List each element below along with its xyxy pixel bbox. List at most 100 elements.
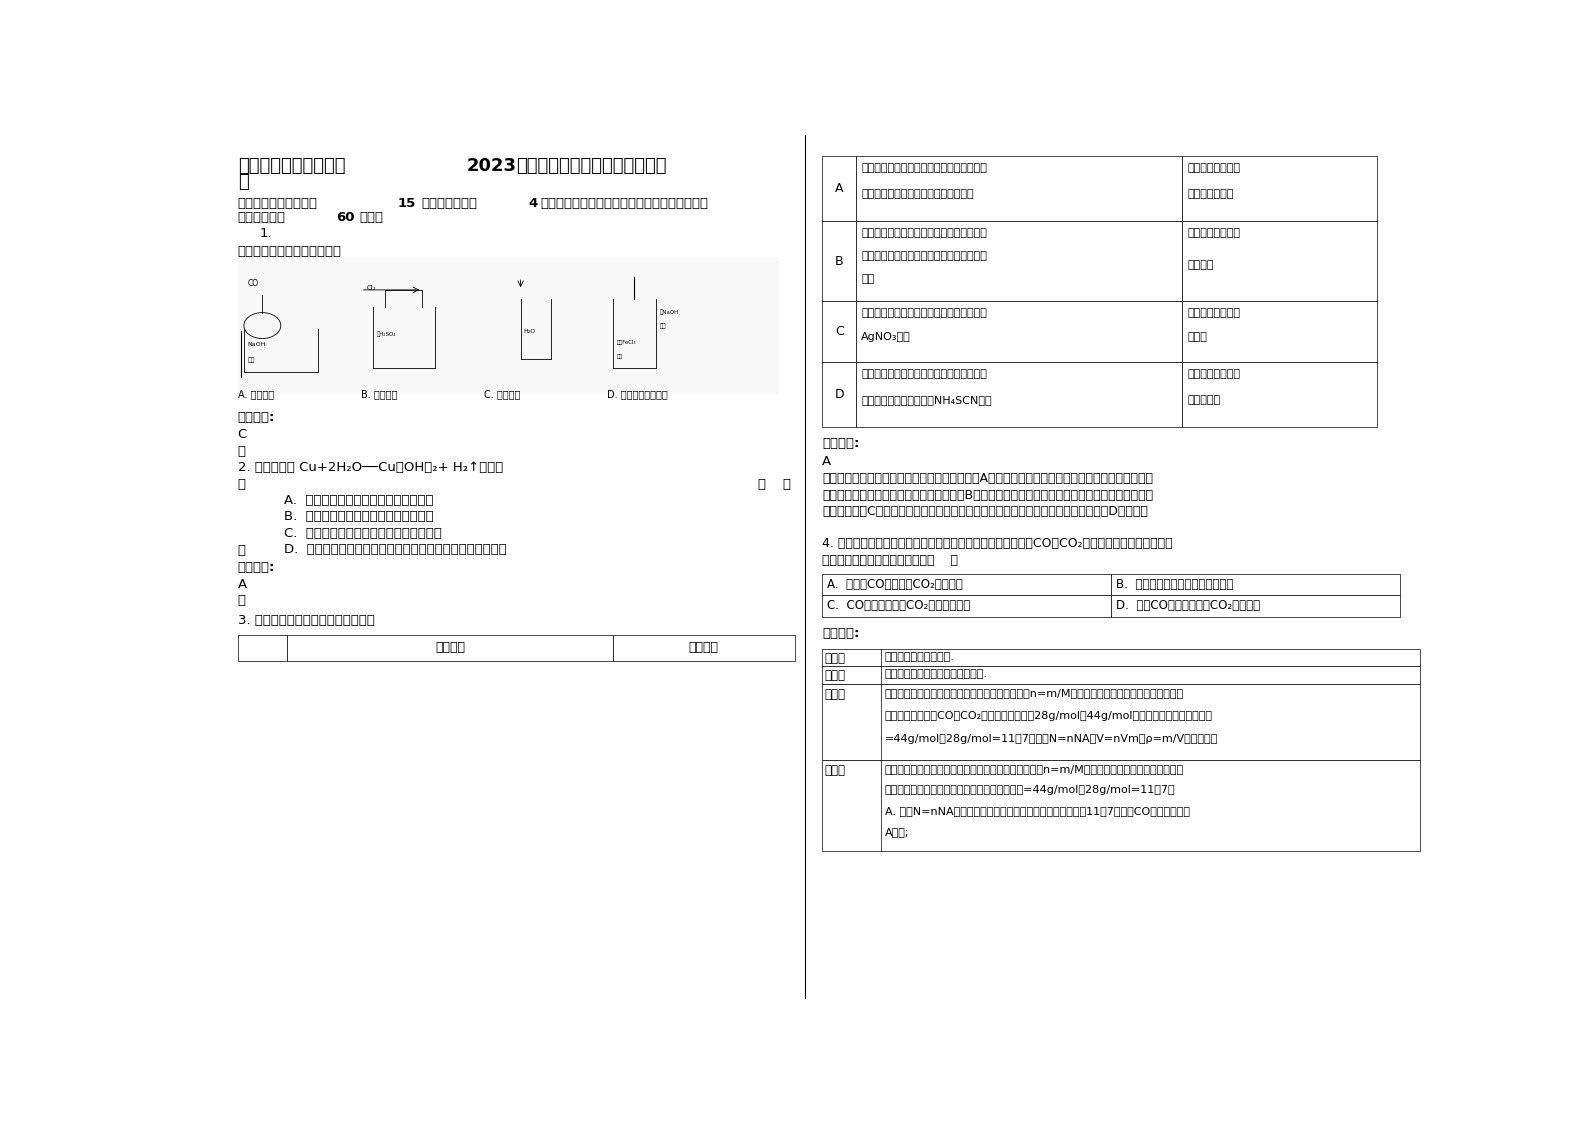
Bar (822, 595, 1111, 617)
Text: A. 根据N=nNA知，二者的分子数之比等于其物质的量之比为11：7，所以CO分子数多，故: A. 根据N=nNA知，二者的分子数之比等于其物质的量之比为11：7，所以CO分… (884, 806, 1190, 816)
Text: 溶液: 溶液 (248, 357, 256, 362)
Text: 摩尔质量的反比，CO、CO₂的摩尔质量分别是28g/mol、44g/mol，所以二者的物质的量之比: 摩尔质量的反比，CO、CO₂的摩尔质量分别是28g/mol、44g/mol，所以… (884, 710, 1212, 720)
Bar (822, 684, 1420, 760)
Text: 参考答案:: 参考答案: (822, 436, 859, 450)
Text: Cl₂: Cl₂ (367, 285, 376, 291)
Text: B.  用铜片作阴、阳极，电解氯化铜溶液: B. 用铜片作阴、阳极，电解氯化铜溶液 (284, 511, 435, 524)
Text: 题目要求，共: 题目要求，共 (238, 211, 286, 223)
Text: D. 制备氢氧化铁胶体: D. 制备氢氧化铁胶体 (606, 389, 668, 399)
Text: 个小题，每小题: 个小题，每小题 (421, 196, 478, 210)
Text: 分。）: 分。） (360, 211, 384, 223)
Bar (1111, 573, 1400, 595)
Text: 元素的价态: 元素的价态 (1187, 395, 1220, 405)
Text: 石蜡为烃类，催化裂化产物会有不饱和烃生成，A项正确。溴乙烷在氢氧化钠水溶液中加热为取代，: 石蜡为烃类，催化裂化产物会有不饱和烃生成，A项正确。溴乙烷在氢氧化钠水溶液中加热… (822, 472, 1152, 486)
Text: CO: CO (248, 279, 259, 288)
Text: 验证石蜡催化裂化: 验证石蜡催化裂化 (1187, 163, 1239, 173)
Text: 将一定量铁粉完全溶解在硝酸溶液中，先向: 将一定量铁粉完全溶解在硝酸溶液中，先向 (862, 369, 987, 379)
Text: 参考答案:: 参考答案: (238, 561, 275, 573)
Text: AgNO₃溶液: AgNO₃溶液 (862, 332, 911, 342)
Text: 相关实验: 相关实验 (435, 642, 465, 654)
Bar (857, 156, 1182, 221)
Text: 验证溴乙烷发生消: 验证溴乙烷发生消 (1187, 228, 1239, 238)
Bar (822, 362, 857, 426)
Text: A. 喷泉实验: A. 喷泉实验 (238, 389, 275, 399)
Text: 向盛有少量溴乙烷的试管中，先加入氢氧化: 向盛有少量溴乙烷的试管中，先加入氢氧化 (862, 228, 987, 238)
Text: 且产物检验需先加硝酸酸化后再加硝酸银，B项错误。苯与溴的取代反应在铁做催化剂时需与液溴反: 且产物检验需先加硝酸酸化后再加硝酸银，B项错误。苯与溴的取代反应在铁做催化剂时需… (822, 489, 1154, 502)
Text: 2. 能够使反应 Cu+2H₂O──Cu（OH）₂+ H₂↑发生的: 2. 能够使反应 Cu+2H₂O──Cu（OH）₂+ H₂↑发生的 (238, 461, 503, 475)
Bar (1182, 362, 1376, 426)
Text: 强均相同，则下列说法正确的是（    ）: 强均相同，则下列说法正确的是（ ） (822, 553, 959, 567)
Text: 专题：: 专题： (824, 670, 846, 682)
Bar (822, 156, 857, 221)
Text: 3. 下列相关实验能达到预期目的的是: 3. 下列相关实验能达到预期目的的是 (238, 614, 375, 627)
Text: 将苯和溴水混合，再加入铁粉，将产物通入: 将苯和溴水混合，再加入铁粉，将产物通入 (862, 309, 987, 319)
Text: 温度、压强相同条件下，气体摩尔体积相等，根据n=m/M知，相同质量时其物质的量之比等于其: 温度、压强相同条件下，气体摩尔体积相等，根据n=m/M知，相同质量时其物质的量之… (884, 688, 1184, 698)
Text: B: B (835, 255, 843, 268)
Text: 代反应: 代反应 (1187, 332, 1208, 342)
Text: 是: 是 (238, 478, 246, 490)
Text: A.  用铜片作阴、阳极，电解硫酸钾溶液: A. 用铜片作阴、阳极，电解硫酸钾溶液 (284, 494, 433, 507)
Text: B.  甲容器的体积比乙容器的体积小: B. 甲容器的体积比乙容器的体积小 (1116, 578, 1233, 591)
Bar (287, 635, 613, 661)
Text: 辽宁省锦州市逸夫中学: 辽宁省锦州市逸夫中学 (238, 157, 346, 175)
Bar (1182, 156, 1376, 221)
Text: 解答：: 解答： (824, 764, 846, 776)
Text: 析: 析 (238, 173, 249, 191)
Bar (238, 635, 287, 661)
Bar (857, 362, 1182, 426)
Bar (822, 573, 1111, 595)
Text: 浓NaOH: 浓NaOH (660, 310, 679, 315)
Text: 15: 15 (398, 196, 416, 210)
Text: C.  CO的摩尔体积比CO₂的摩尔体积小: C. CO的摩尔体积比CO₂的摩尔体积小 (827, 599, 970, 613)
Text: 2023: 2023 (467, 157, 516, 175)
Bar (857, 302, 1182, 362)
Text: 60: 60 (336, 211, 354, 223)
Text: 阿伏加德罗常数和阿伏加德罗定律.: 阿伏加德罗常数和阿伏加德罗定律. (884, 670, 987, 680)
Bar (822, 221, 857, 302)
Text: 考点：: 考点： (824, 652, 846, 665)
Text: =44g/mol：28g/mol=11：7，根据N=nNA、V=nVm、ρ=m/V进行判断。: =44g/mol：28g/mol=11：7，根据N=nNA、V=nVm、ρ=m/… (884, 734, 1217, 744)
Text: C: C (835, 325, 844, 338)
Text: 略: 略 (238, 595, 246, 607)
Text: 分。在每小题给出的四个选项中，只有一项符合: 分。在每小题给出的四个选项中，只有一项符合 (540, 196, 708, 210)
Bar (1182, 221, 1376, 302)
Bar (822, 760, 1420, 850)
Text: C. 吸收氨气: C. 吸收氨气 (484, 389, 521, 399)
Text: A: A (822, 456, 832, 468)
Text: 将石蜡隔绝空气加强热，并将生成的蒸汽通: 将石蜡隔绝空气加强热，并将生成的蒸汽通 (862, 163, 987, 173)
Text: 产物含不饱和烃: 产物含不饱和烃 (1187, 190, 1233, 199)
Bar (613, 635, 795, 661)
Text: （    ）: （ ） (759, 478, 790, 490)
Text: 解：温度、压强相同条件下，气体摩尔体积相等，根据n=m/M知，相同质量时其物质的量之比等: 解：温度、压强相同条件下，气体摩尔体积相等，根据n=m/M知，相同质量时其物质的… (884, 764, 1184, 773)
Text: 于其摩尔质量的反比，所以二者的物质的量之比=44g/mol：28g/mol=11：7。: 于其摩尔质量的反比，所以二者的物质的量之比=44g/mol：28g/mol=11… (884, 784, 1176, 794)
Text: 1.: 1. (260, 227, 273, 240)
Bar (822, 302, 857, 362)
Text: 参考答案:: 参考答案: (822, 627, 859, 640)
Text: 溶液中滴加氯水，再加入NH₄SCN溶液: 溶液中滴加氯水，再加入NH₄SCN溶液 (862, 395, 992, 405)
Text: C: C (238, 429, 248, 441)
Text: D.  铜片和碳棒用导线相连后同时插入一烧杯内的氯化钠溶液: D. 铜片和碳棒用导线相连后同时插入一烧杯内的氯化钠溶液 (284, 543, 508, 557)
Text: D.  甲中CO的密度比乙中CO₂的密度小: D. 甲中CO的密度比乙中CO₂的密度小 (1116, 599, 1260, 613)
Text: 钠溶液并加热，再滴入用硝酸酸化的硝酸银: 钠溶液并加热，再滴入用硝酸酸化的硝酸银 (862, 251, 987, 261)
Bar (238, 257, 779, 394)
Text: 去的产物: 去的产物 (1187, 260, 1214, 270)
Text: 溶液: 溶液 (660, 323, 667, 329)
Bar (857, 221, 1182, 302)
Text: 浓H₂SO₄: 浓H₂SO₄ (376, 332, 397, 338)
Bar (822, 649, 1420, 666)
Text: 溶液: 溶液 (617, 355, 622, 359)
Text: D: D (835, 388, 844, 401)
Text: 验证苯与溴发生取: 验证苯与溴发生取 (1187, 309, 1239, 319)
Bar (1111, 595, 1400, 617)
Bar (1182, 302, 1376, 362)
Text: 溶液: 溶液 (862, 274, 874, 284)
Text: 参考答案:: 参考答案: (238, 411, 275, 424)
Text: A.  充入的CO分子数比CO₂分子数少: A. 充入的CO分子数比CO₂分子数少 (827, 578, 963, 591)
Text: 阿伏加德罗定律及推论.: 阿伏加德罗定律及推论. (884, 652, 954, 662)
Text: 应而非溴水，C项错误。铁与硝酸反应后的产物中铁元素价态检验时，不能先加氯水，D项错误。: 应而非溴水，C项错误。铁与硝酸反应后的产物中铁元素价态检验时，不能先加氯水，D项… (822, 505, 1147, 518)
Text: NaOH: NaOH (248, 342, 267, 347)
Text: 略: 略 (238, 444, 246, 458)
Text: 预期目的: 预期目的 (689, 642, 719, 654)
Text: 过高温石棉绒后通入酸性高锰酸钾溶液: 过高温石棉绒后通入酸性高锰酸钾溶液 (862, 190, 974, 199)
Text: 下列装置能达到实验目的的是: 下列装置能达到实验目的的是 (238, 246, 341, 258)
